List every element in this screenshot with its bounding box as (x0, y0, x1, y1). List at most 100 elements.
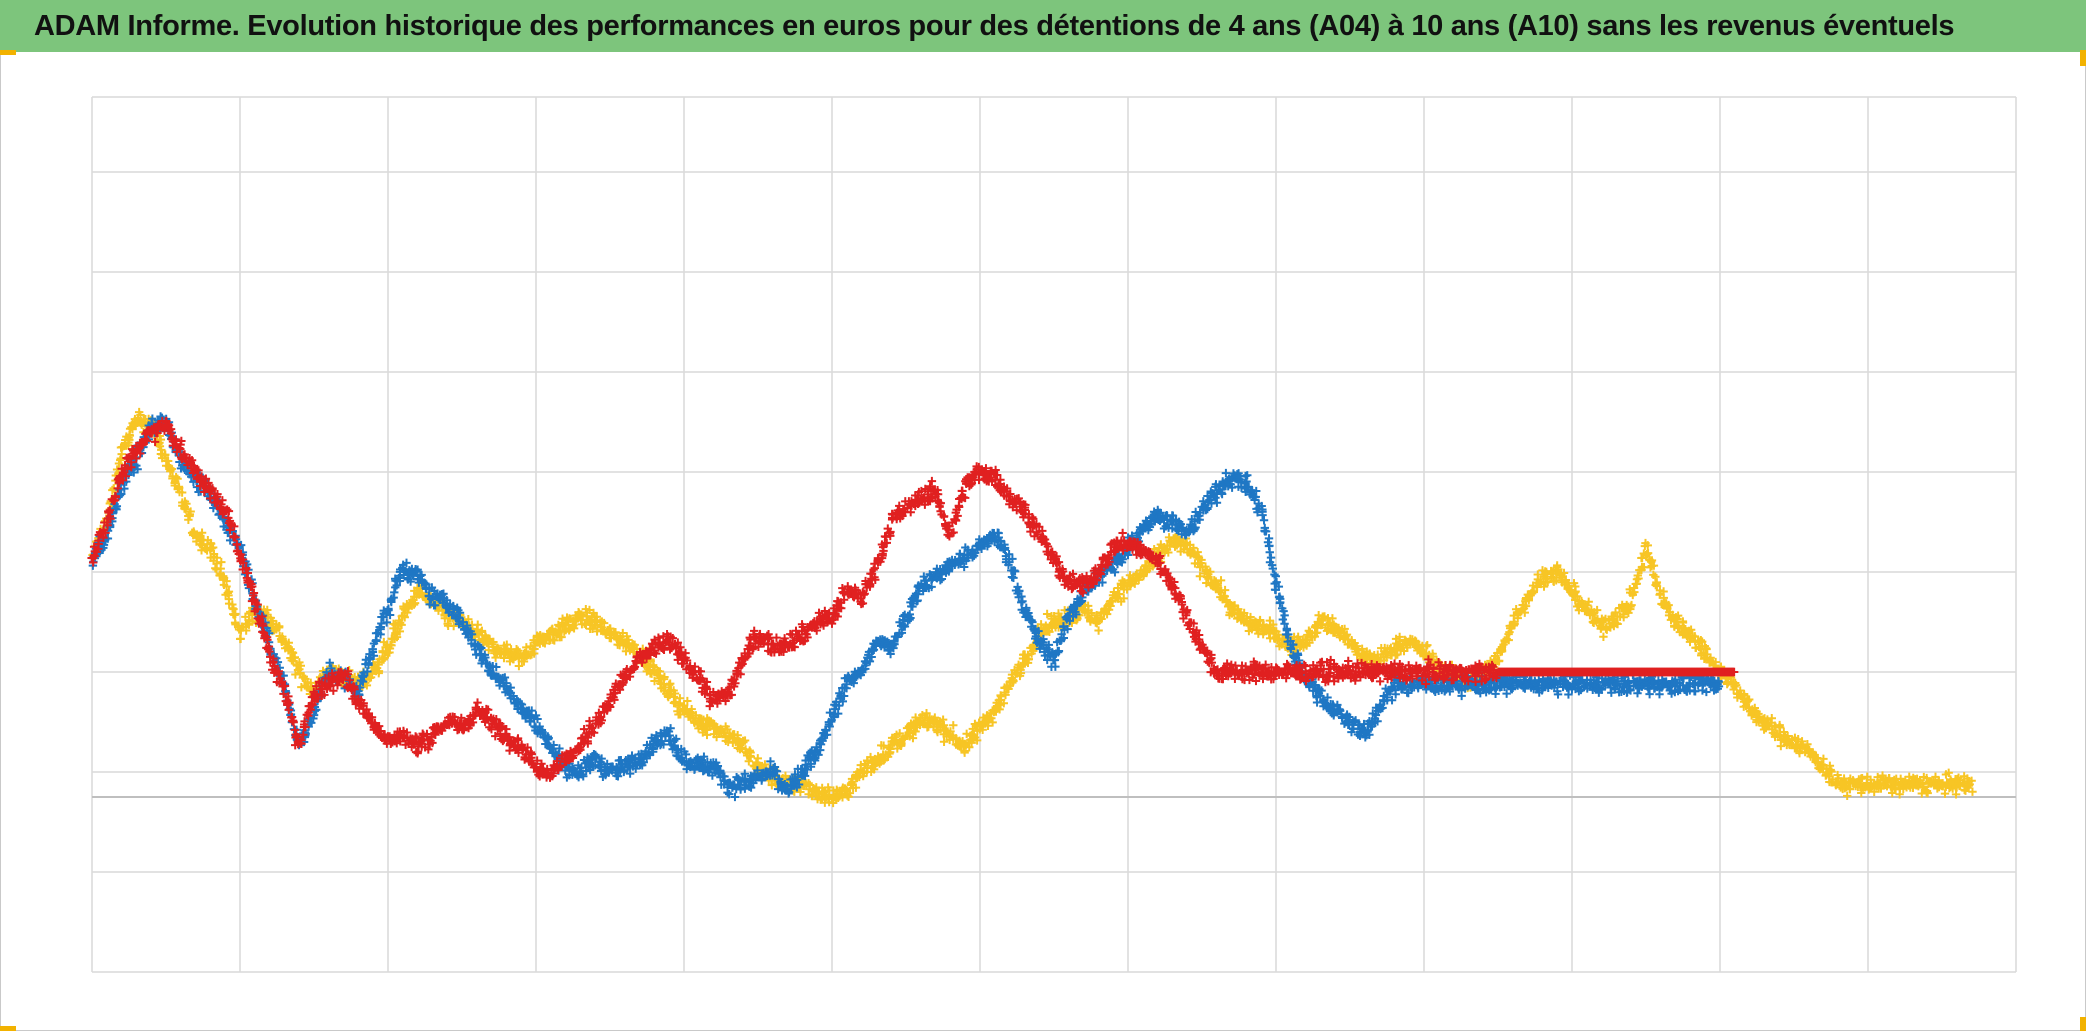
data-point (1054, 609, 1063, 618)
data-point (395, 627, 405, 636)
data-point (171, 472, 181, 482)
corner-marker-top-right (2080, 50, 2086, 66)
data-point (1216, 576, 1226, 585)
data-point (1697, 637, 1707, 646)
data-point (949, 721, 958, 730)
data-point (655, 667, 665, 676)
data-point (879, 741, 888, 750)
data-point (1626, 604, 1635, 614)
data-point (489, 637, 498, 647)
data-point (166, 467, 175, 476)
data-point (1255, 615, 1265, 625)
title-bar: ADAM Informe. Evolution historique des p… (0, 0, 2086, 52)
data-point (1269, 620, 1278, 629)
data-point (1527, 589, 1537, 598)
data-point (723, 788, 732, 797)
data-point (1627, 600, 1636, 610)
data-point (1584, 597, 1593, 606)
data-point (380, 653, 390, 662)
data-point (649, 662, 658, 672)
data-point (905, 728, 914, 738)
data-point (908, 733, 918, 743)
data-point (895, 729, 904, 738)
data-point (744, 757, 754, 766)
data-point (885, 748, 895, 757)
data-point (599, 618, 609, 628)
data-point (540, 639, 550, 648)
data-point (391, 628, 400, 638)
data-point (400, 613, 409, 622)
data-point (530, 644, 539, 654)
data-point (753, 754, 762, 763)
data-point (1001, 690, 1010, 700)
data-point (464, 615, 473, 624)
data-point (1559, 568, 1569, 578)
data-point (1520, 608, 1529, 617)
data-point (988, 718, 997, 727)
data-point (863, 757, 872, 766)
data-point (513, 646, 523, 655)
corner-marker-bottom-right (2080, 1017, 2086, 1031)
data-point (965, 743, 974, 752)
data-point (1686, 625, 1696, 634)
data-point (1649, 570, 1658, 580)
data-point (1213, 581, 1222, 591)
data-point (1631, 579, 1640, 589)
data-point (495, 648, 505, 658)
data-point (983, 721, 993, 730)
data-point (683, 696, 692, 706)
data-point (569, 620, 578, 630)
data-point (1293, 632, 1303, 641)
data-point (284, 638, 293, 647)
data-point (409, 600, 419, 609)
data-point (1114, 590, 1123, 599)
data-point (1119, 594, 1128, 603)
data-point (1659, 593, 1668, 603)
data-point (1685, 637, 1695, 647)
data-point (1106, 601, 1115, 611)
data-point (1572, 592, 1582, 601)
data-point (1592, 605, 1602, 615)
data-point (217, 557, 226, 567)
data-point (197, 528, 207, 537)
data-point (1643, 541, 1652, 550)
data-point (1314, 611, 1323, 620)
data-point (845, 788, 855, 798)
data-point (296, 661, 306, 671)
data-point (740, 736, 750, 745)
data-point (624, 635, 633, 645)
data-point (712, 732, 721, 742)
data-point (1536, 577, 1545, 586)
data-point (1645, 689, 1654, 699)
data-point (1109, 587, 1119, 597)
data-point (670, 689, 680, 698)
data-point (557, 632, 566, 642)
data-point (1690, 632, 1700, 641)
data-point (1083, 601, 1093, 611)
data-point (1042, 609, 1052, 619)
data-point (972, 736, 982, 745)
data-point (1524, 594, 1534, 603)
data-point (1049, 612, 1059, 621)
data-point (473, 620, 482, 629)
data-point (930, 713, 940, 722)
data-point (160, 450, 170, 460)
data-point (219, 571, 228, 581)
data-point (290, 653, 300, 662)
series-série-jaune (88, 407, 1977, 808)
data-point (522, 643, 531, 652)
data-point (156, 435, 166, 444)
data-point (664, 680, 674, 690)
data-point (1130, 579, 1140, 588)
data-point (224, 591, 233, 600)
data-point (185, 510, 195, 519)
data-point (1696, 635, 1706, 645)
data-point (1195, 572, 1205, 581)
data-point (866, 752, 875, 762)
data-point (1510, 619, 1519, 628)
data-point (1305, 638, 1314, 647)
data-point (1304, 626, 1314, 635)
data-point (1497, 647, 1507, 656)
data-point (1619, 612, 1628, 622)
